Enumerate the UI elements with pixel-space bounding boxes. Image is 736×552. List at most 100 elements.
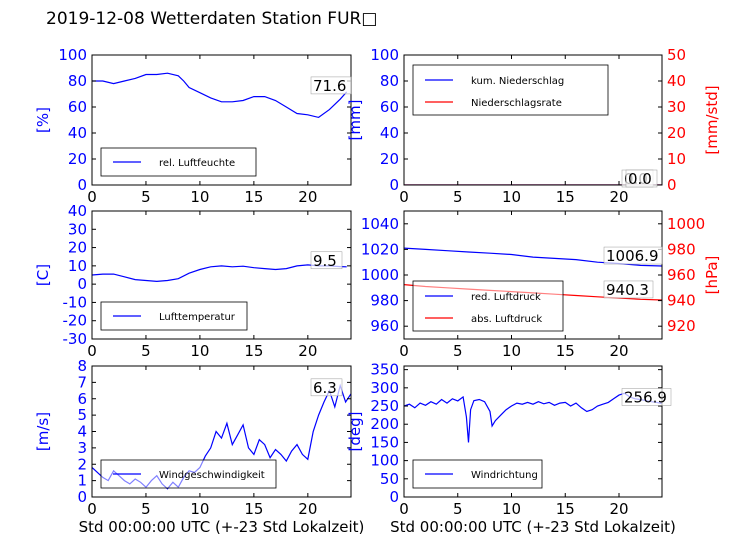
annotation-box [310, 378, 343, 397]
y-tick-label: 0 [77, 176, 87, 194]
series-line-1 [92, 72, 348, 119]
x-tick-label: 5 [453, 500, 463, 518]
x-tick-label: 10 [190, 500, 209, 518]
x-tick-label: 10 [190, 342, 209, 360]
annotation-box [603, 246, 663, 265]
y-axis-label: [%] [34, 107, 52, 133]
y-right-tick-label: 40 [667, 72, 686, 90]
annotation-value: 71.6 [313, 77, 346, 95]
y-tick-label: 80 [68, 72, 87, 90]
y-tick-label: 0 [77, 488, 87, 506]
y-tick-label: 10 [68, 257, 87, 275]
x-tick-label: 0 [399, 188, 409, 206]
annotation-value: 940.3 [606, 281, 649, 299]
x-tick-label: 5 [141, 342, 151, 360]
y-tick-label: 100 [58, 46, 87, 64]
annotation-box [625, 169, 658, 188]
x-axis-label: Std 00:00:00 UTC (+-23 Std Lokalzeit) [390, 518, 676, 536]
x-tick-label: 15 [556, 188, 575, 206]
x-tick-label: 0 [87, 188, 97, 206]
y-tick-label: 30 [68, 220, 87, 238]
x-tick-label: 20 [298, 342, 317, 360]
y-tick-label: 80 [380, 72, 399, 90]
y-right-axis-label: [mm/std] [703, 85, 721, 154]
plot-frame [91, 210, 352, 340]
annotation-value: 256.9 [624, 388, 667, 406]
x-tick-label: 15 [556, 342, 575, 360]
y-tick-label: 250 [370, 397, 399, 415]
y-tick-label: 100 [370, 452, 399, 470]
y-tick-label: 60 [380, 98, 399, 116]
y-tick-label: 150 [370, 433, 399, 451]
y-tick-label: -30 [63, 330, 88, 348]
legend-label: abs. Luftdruck [471, 314, 542, 325]
y-tick-label: 0 [389, 488, 399, 506]
plot-frame [91, 54, 352, 186]
x-tick-label: 15 [244, 188, 263, 206]
y-tick-label: 40 [380, 124, 399, 142]
x-tick-label: 0 [87, 500, 97, 518]
x-tick-label: 10 [502, 342, 521, 360]
chart-panel-4: 0 5 10 15 20 960 980 1000 1020 1040 920 940 960 980 10… [361, 210, 721, 360]
chart-panel-1: 0 5 10 15 20 0 20 40 60 80 100 [%] rel. Luftfeuchte 7… [34, 46, 352, 206]
annotation-box [310, 76, 352, 95]
y-tick-label: 1 [77, 472, 87, 490]
y-right-tick-label: 980 [667, 240, 696, 258]
legend-label: Windgeschwindigkeit [159, 470, 265, 481]
y-tick-label: 40 [68, 202, 87, 220]
y-tick-label: 7 [77, 373, 87, 391]
legend-label: kum. Niederschlag [471, 76, 564, 87]
y-tick-label: 20 [68, 239, 87, 257]
series-line-1 [92, 264, 347, 283]
legend-label: Lufttemperatur [159, 312, 236, 323]
x-tick-label: 5 [453, 188, 463, 206]
y-tick-label: -20 [63, 312, 88, 330]
y-right-tick-label: 20 [667, 124, 686, 142]
y-tick-label: 1000 [361, 266, 399, 284]
y-right-tick-label: 920 [667, 317, 696, 335]
y-right-tick-label: 0 [667, 176, 677, 194]
y-tick-label: 960 [370, 317, 399, 335]
chart-panel-3: 0 5 10 15 20-30-20-10010203040[C]Lufttempera… [34, 202, 352, 360]
x-tick-label: 10 [502, 500, 521, 518]
y-tick-label: 6 [77, 390, 87, 408]
x-tick-label: 15 [244, 500, 263, 518]
y-tick-label: 20 [68, 150, 87, 168]
y-tick-label: 5 [77, 406, 87, 424]
y-tick-label: 50 [380, 470, 399, 488]
y-tick-label: 8 [77, 357, 87, 375]
annotation-value: 0.0 [628, 170, 652, 188]
x-tick-label: 10 [502, 188, 521, 206]
x-tick-label: 0 [87, 342, 97, 360]
y-tick-label: 1040 [361, 215, 399, 233]
annotation-value: 9.5 [313, 252, 337, 270]
annotation-box [621, 388, 672, 406]
x-tick-label: 10 [190, 188, 209, 206]
y-right-tick-label: 1000 [667, 215, 705, 233]
x-tick-label: 5 [453, 342, 463, 360]
y-tick-label: -10 [63, 293, 88, 311]
x-axis-label: Std 00:00:00 UTC (+-23 Std Lokalzeit) [79, 518, 365, 536]
x-tick-label: 20 [609, 342, 628, 360]
y-axis-label: [m/s] [34, 412, 52, 451]
y-tick-label: 350 [370, 361, 399, 379]
y-tick-label: 0 [389, 176, 399, 194]
x-tick-label: 5 [141, 500, 151, 518]
annotation-box [603, 280, 654, 299]
legend-label: red. Luftdruck [471, 292, 541, 303]
legend-label: Windrichtung [471, 470, 538, 481]
legend-box [412, 280, 564, 332]
y-axis-label: [mm] [346, 100, 364, 141]
y-right-tick-label: 940 [667, 292, 696, 310]
x-tick-label: 5 [141, 188, 151, 206]
y-tick-label: 300 [370, 379, 399, 397]
y-tick-label: 40 [68, 124, 87, 142]
y-tick-label: 980 [370, 292, 399, 310]
chart-title: 2019-12-08 Wetterdaten Station FUR□ [46, 9, 378, 29]
x-tick-label: 15 [244, 342, 263, 360]
legend-label: rel. Luftfeuchte [159, 158, 235, 169]
plot-frame [403, 365, 663, 498]
